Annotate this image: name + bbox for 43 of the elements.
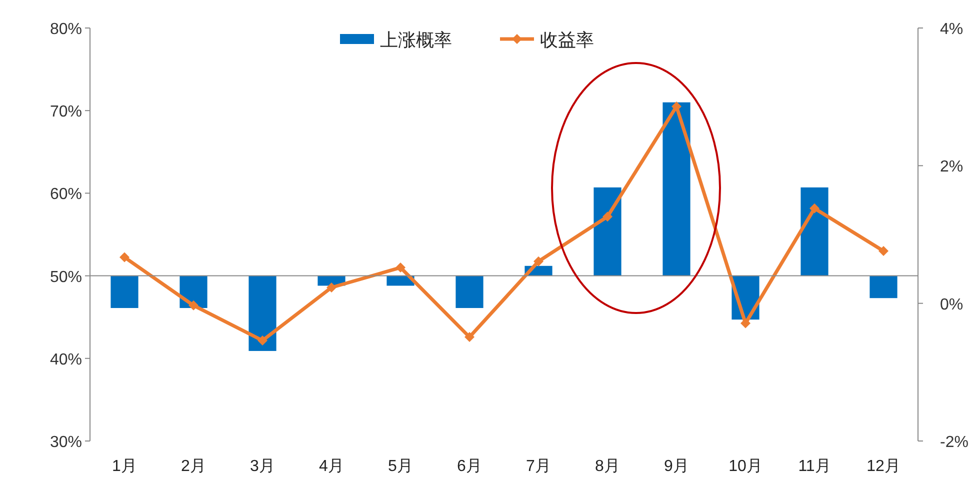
- bar: [800, 187, 828, 276]
- bar: [870, 276, 898, 298]
- bar: [594, 187, 622, 276]
- point: [464, 332, 474, 342]
- point: [258, 336, 268, 346]
- point: [672, 101, 682, 112]
- x-tick-label: 11月: [798, 458, 831, 475]
- x-tick-label: 8月: [595, 458, 620, 475]
- point: [602, 212, 612, 222]
- bar: [456, 276, 484, 308]
- x-tick-label: 4月: [319, 458, 344, 475]
- x-tick-label: 12月: [866, 458, 900, 475]
- x-tick-label: 1月: [112, 458, 137, 475]
- x-tick-label: 10月: [728, 458, 762, 475]
- legend-label: 收益率: [540, 30, 594, 50]
- x-tick-label: 3月: [250, 458, 275, 475]
- bar: [110, 276, 138, 308]
- x-tick-label: 7月: [526, 458, 551, 475]
- point: [188, 300, 198, 310]
- y2-tick-label: 2%: [940, 158, 964, 176]
- legend-label: 上涨概率: [380, 30, 452, 50]
- point: [740, 318, 750, 328]
- x-tick-label: 6月: [457, 458, 482, 475]
- x-tick-label: 2月: [181, 458, 206, 475]
- bar: [248, 276, 276, 351]
- y2-tick-label: 4%: [940, 21, 964, 38]
- point: [120, 252, 130, 262]
- point: [878, 246, 888, 256]
- y2-tick-label: 0%: [940, 296, 964, 314]
- y-tick-label: 40%: [50, 351, 82, 368]
- point: [534, 256, 544, 266]
- y-tick-label: 80%: [50, 21, 82, 38]
- y-tick-label: 50%: [50, 268, 82, 286]
- y-tick-label: 30%: [50, 434, 82, 451]
- bar: [662, 102, 690, 276]
- point: [810, 203, 820, 214]
- x-tick-label: 9月: [664, 458, 689, 475]
- y-tick-label: 70%: [50, 104, 82, 121]
- point: [326, 282, 336, 292]
- x-tick-label: 5月: [388, 458, 413, 475]
- y2-tick-label: -2%: [940, 434, 968, 451]
- point: [396, 262, 406, 273]
- y-tick-label: 60%: [50, 186, 82, 204]
